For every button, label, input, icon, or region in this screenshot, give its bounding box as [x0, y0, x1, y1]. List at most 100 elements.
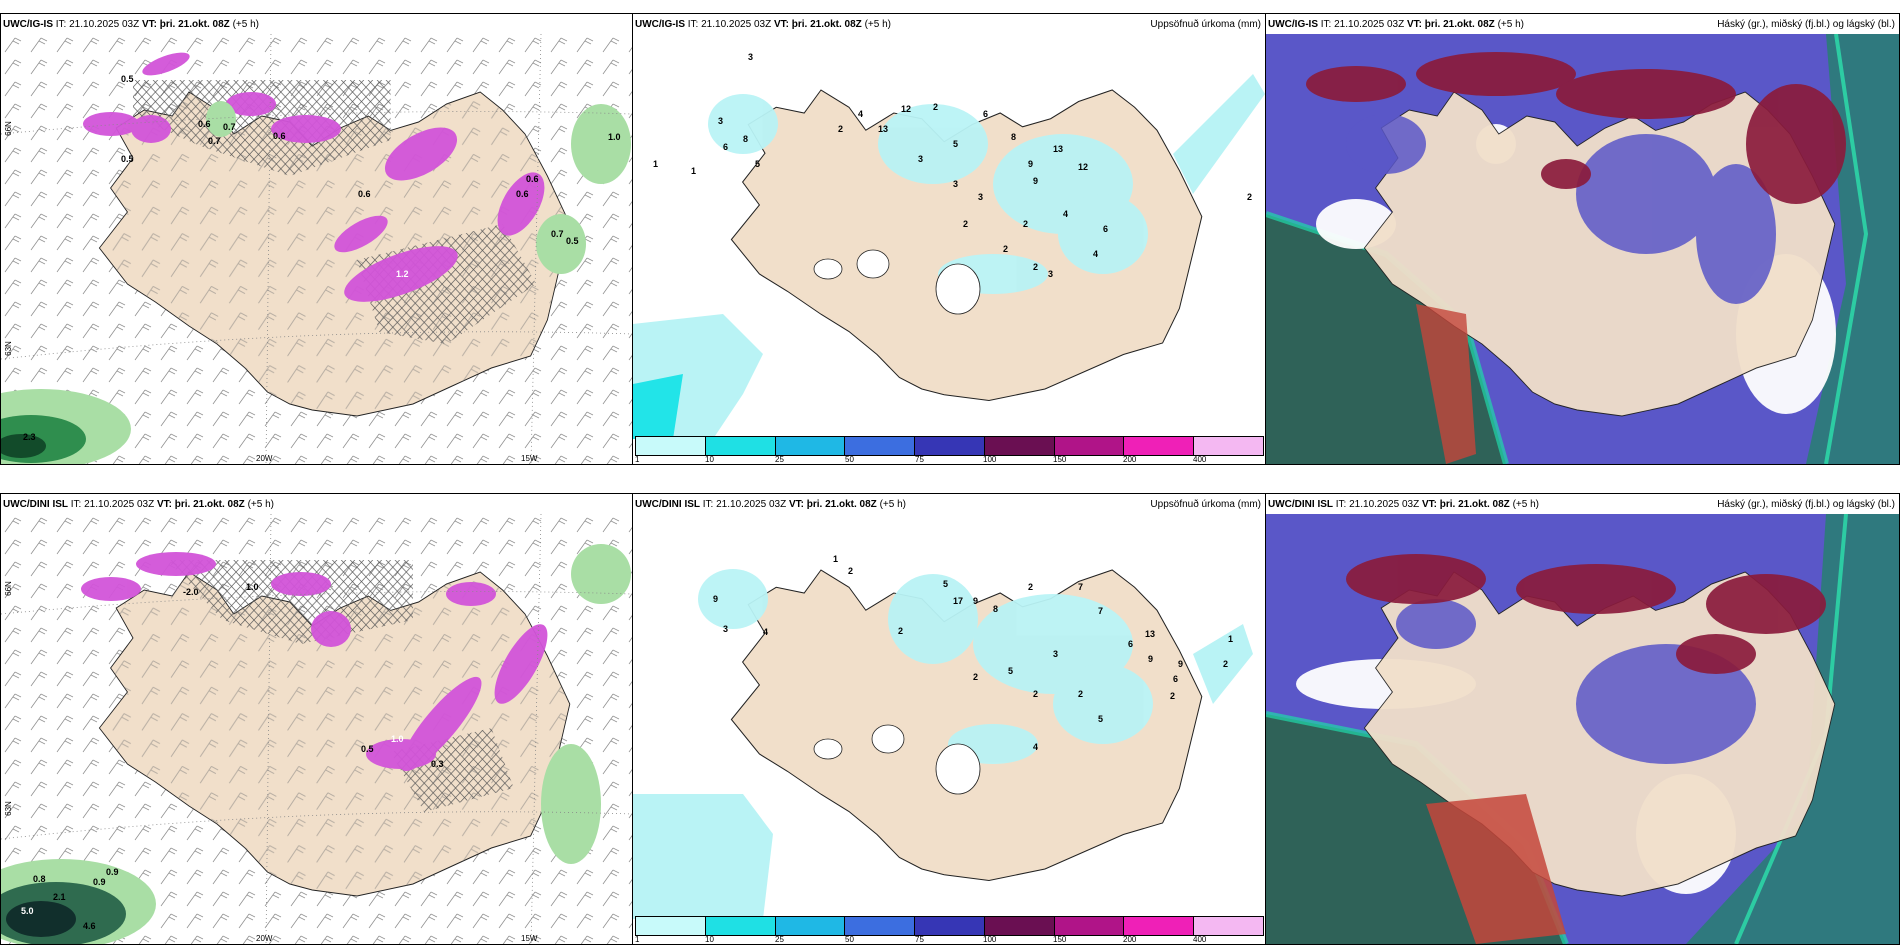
- colorbar-tick: 10: [705, 455, 714, 464]
- value-label: 2: [848, 566, 854, 576]
- value-label: 4: [1063, 209, 1069, 219]
- value-label: 0.6: [273, 131, 286, 141]
- lon-label: 15W: [521, 934, 538, 943]
- value-label: 6: [1173, 674, 1179, 684]
- value-label: 2.1: [53, 892, 66, 902]
- panel-title: UWC/DINI ISL IT: 21.10.2025 03Z VT: þri.…: [635, 499, 906, 510]
- value-label: 2: [838, 124, 844, 134]
- colorbar-tick: 75: [915, 455, 924, 464]
- value-label: 5: [943, 579, 949, 589]
- colorbar-swatch: [915, 917, 985, 935]
- value-label: 0.3: [431, 759, 444, 769]
- value-label: 0.5: [566, 236, 579, 246]
- lon-label: 20W: [256, 454, 273, 463]
- value-label: 12: [901, 104, 912, 114]
- value-label: 8: [1011, 132, 1017, 142]
- colorbar-tick: 200: [1123, 455, 1137, 464]
- cloud-cover-panel-bottom: UWC/DINI ISL IT: 21.10.2025 03Z VT: þri.…: [1265, 493, 1900, 945]
- value-label: 9: [973, 596, 979, 606]
- value-label: 3: [953, 179, 959, 189]
- value-label: 12: [1078, 162, 1089, 172]
- map-canvas[interactable]: [1266, 514, 1899, 944]
- value-label: 3: [918, 154, 924, 164]
- value-label: 7: [1098, 606, 1104, 616]
- wind-precip-map-panel-top: UWC/IG-IS IT: 21.10.2025 03Z VT: þri. 21…: [0, 13, 633, 465]
- value-label: 6: [983, 109, 989, 119]
- value-label: 2: [973, 672, 979, 682]
- value-label: 5: [1098, 714, 1104, 724]
- value-label: 2: [1170, 691, 1176, 701]
- value-label: 13: [878, 124, 889, 134]
- value-label: 9: [1178, 659, 1184, 669]
- panel-subtitle: Uppsöfnuð úrkoma (mm): [1150, 19, 1261, 30]
- value-label: 2: [1078, 689, 1084, 699]
- panel-title: UWC/DINI ISL IT: 21.10.2025 03Z VT: þri.…: [1268, 499, 1539, 510]
- value-label: 3: [748, 52, 754, 62]
- map-canvas[interactable]: [633, 514, 1265, 919]
- value-label: 0.6: [358, 189, 371, 199]
- colorbar-tick: 100: [983, 935, 997, 944]
- colorbar-swatch: [1194, 437, 1264, 455]
- value-label: 2: [963, 219, 969, 229]
- map-canvas[interactable]: [1, 514, 632, 944]
- value-label: 2: [933, 102, 939, 112]
- lat-label: 66N: [3, 581, 13, 596]
- value-label: 0.6: [198, 119, 211, 129]
- colorbar-swatch: [705, 917, 776, 935]
- colorbar-swatch: [845, 437, 916, 455]
- value-label: 1.0: [391, 734, 404, 744]
- value-label: 4: [1093, 249, 1099, 259]
- value-label: 4: [763, 627, 769, 637]
- value-label: 3: [718, 116, 724, 126]
- value-label: 5: [755, 159, 761, 169]
- map-canvas[interactable]: [1266, 34, 1899, 464]
- value-label: 0.7: [208, 136, 221, 146]
- precip-accum-panel-top: UWC/IG-IS IT: 21.10.2025 03Z VT: þri. 21…: [632, 13, 1266, 465]
- colorbar-swatch: [1054, 437, 1125, 455]
- value-label: 3: [978, 192, 984, 202]
- value-label: 0.9: [93, 877, 106, 887]
- value-label: 6: [723, 142, 729, 152]
- map-canvas[interactable]: [1, 34, 632, 464]
- colorbar-swatch: [705, 437, 776, 455]
- colorbar-swatch: [1124, 437, 1195, 455]
- map-canvas[interactable]: [633, 34, 1265, 439]
- value-label: 1: [833, 554, 839, 564]
- colorbar-tick: 1: [635, 455, 640, 464]
- colorbar-tick: 1: [635, 935, 640, 944]
- value-label: 3: [1048, 269, 1054, 279]
- value-label: 0.8: [33, 874, 46, 884]
- value-label: 8: [743, 134, 749, 144]
- colorbar-swatch: [636, 917, 706, 935]
- colorbar-tick: 400: [1193, 935, 1207, 944]
- value-label: 1: [1228, 634, 1234, 644]
- colorbar-swatch: [915, 437, 985, 455]
- colorbar-swatch: [636, 437, 706, 455]
- value-label: 0.7: [223, 122, 236, 132]
- value-label: 2: [1028, 582, 1034, 592]
- colorbar-swatch: [984, 437, 1055, 455]
- value-label: 1: [653, 159, 659, 169]
- panel-subtitle: Uppsöfnuð úrkoma (mm): [1150, 499, 1261, 510]
- panel-title: UWC/IG-IS IT: 21.10.2025 03Z VT: þri. 21…: [3, 19, 259, 30]
- colorbar-tick: 50: [845, 455, 854, 464]
- lon-label: 20W: [256, 934, 273, 943]
- colorbar-tick: 25: [775, 935, 784, 944]
- value-label: 2: [1023, 219, 1029, 229]
- value-label: 2: [1223, 659, 1229, 669]
- value-label: 17: [953, 596, 964, 606]
- value-label: 3: [723, 624, 729, 634]
- lon-label: 15W: [521, 454, 538, 463]
- lat-label: 66N: [3, 121, 13, 136]
- value-label: 1.2: [396, 269, 409, 279]
- value-label: 9: [713, 594, 719, 604]
- value-label: 1: [691, 166, 697, 176]
- colorbar-swatch: [775, 917, 846, 935]
- value-label: 1.0: [608, 132, 621, 142]
- value-label: 13: [1145, 629, 1156, 639]
- panel-subtitle: Háský (gr.), miðský (fj.bl.) og lágský (…: [1717, 19, 1895, 30]
- value-label: 6: [1103, 224, 1109, 234]
- colorbar-tick: 400: [1193, 455, 1207, 464]
- panel-title: UWC/DINI ISL IT: 21.10.2025 03Z VT: þri.…: [3, 499, 274, 510]
- colorbar-swatch: [1194, 917, 1264, 935]
